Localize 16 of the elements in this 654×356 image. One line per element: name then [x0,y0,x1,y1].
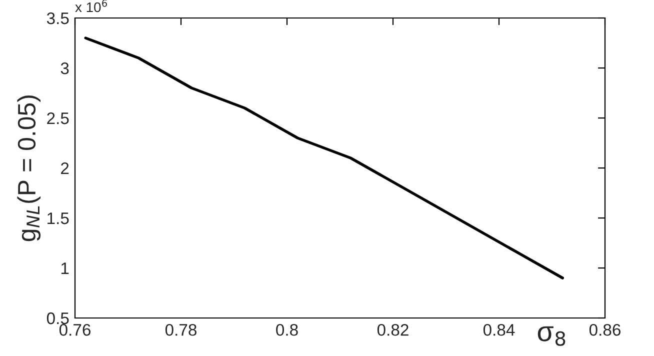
y-tick-label: 2 [61,162,69,174]
y-axis-title: g$_{NL}$(P = 0.05) [17,96,41,242]
line-series [84,36,564,280]
x-tick-label: 0.76 [59,324,90,336]
x-tick-label: 0.78 [165,324,196,336]
x-tick-label: 0.86 [589,324,620,336]
x-tick-label: 0.8 [276,324,298,336]
y-tick-label: 3 [60,62,69,74]
y-tick-label: 3.5 [46,12,69,24]
x-axis-title: σ$_{8}$ [538,326,566,346]
y-tick-label: 1.5 [48,212,69,224]
y-tick-label: 1 [61,262,69,274]
y-tick-label: 0.5 [46,312,69,324]
x-tick-label: 0.84 [483,324,515,336]
y-tick-label: 2.5 [47,112,69,124]
x-tick-label: 0.82 [377,324,408,336]
